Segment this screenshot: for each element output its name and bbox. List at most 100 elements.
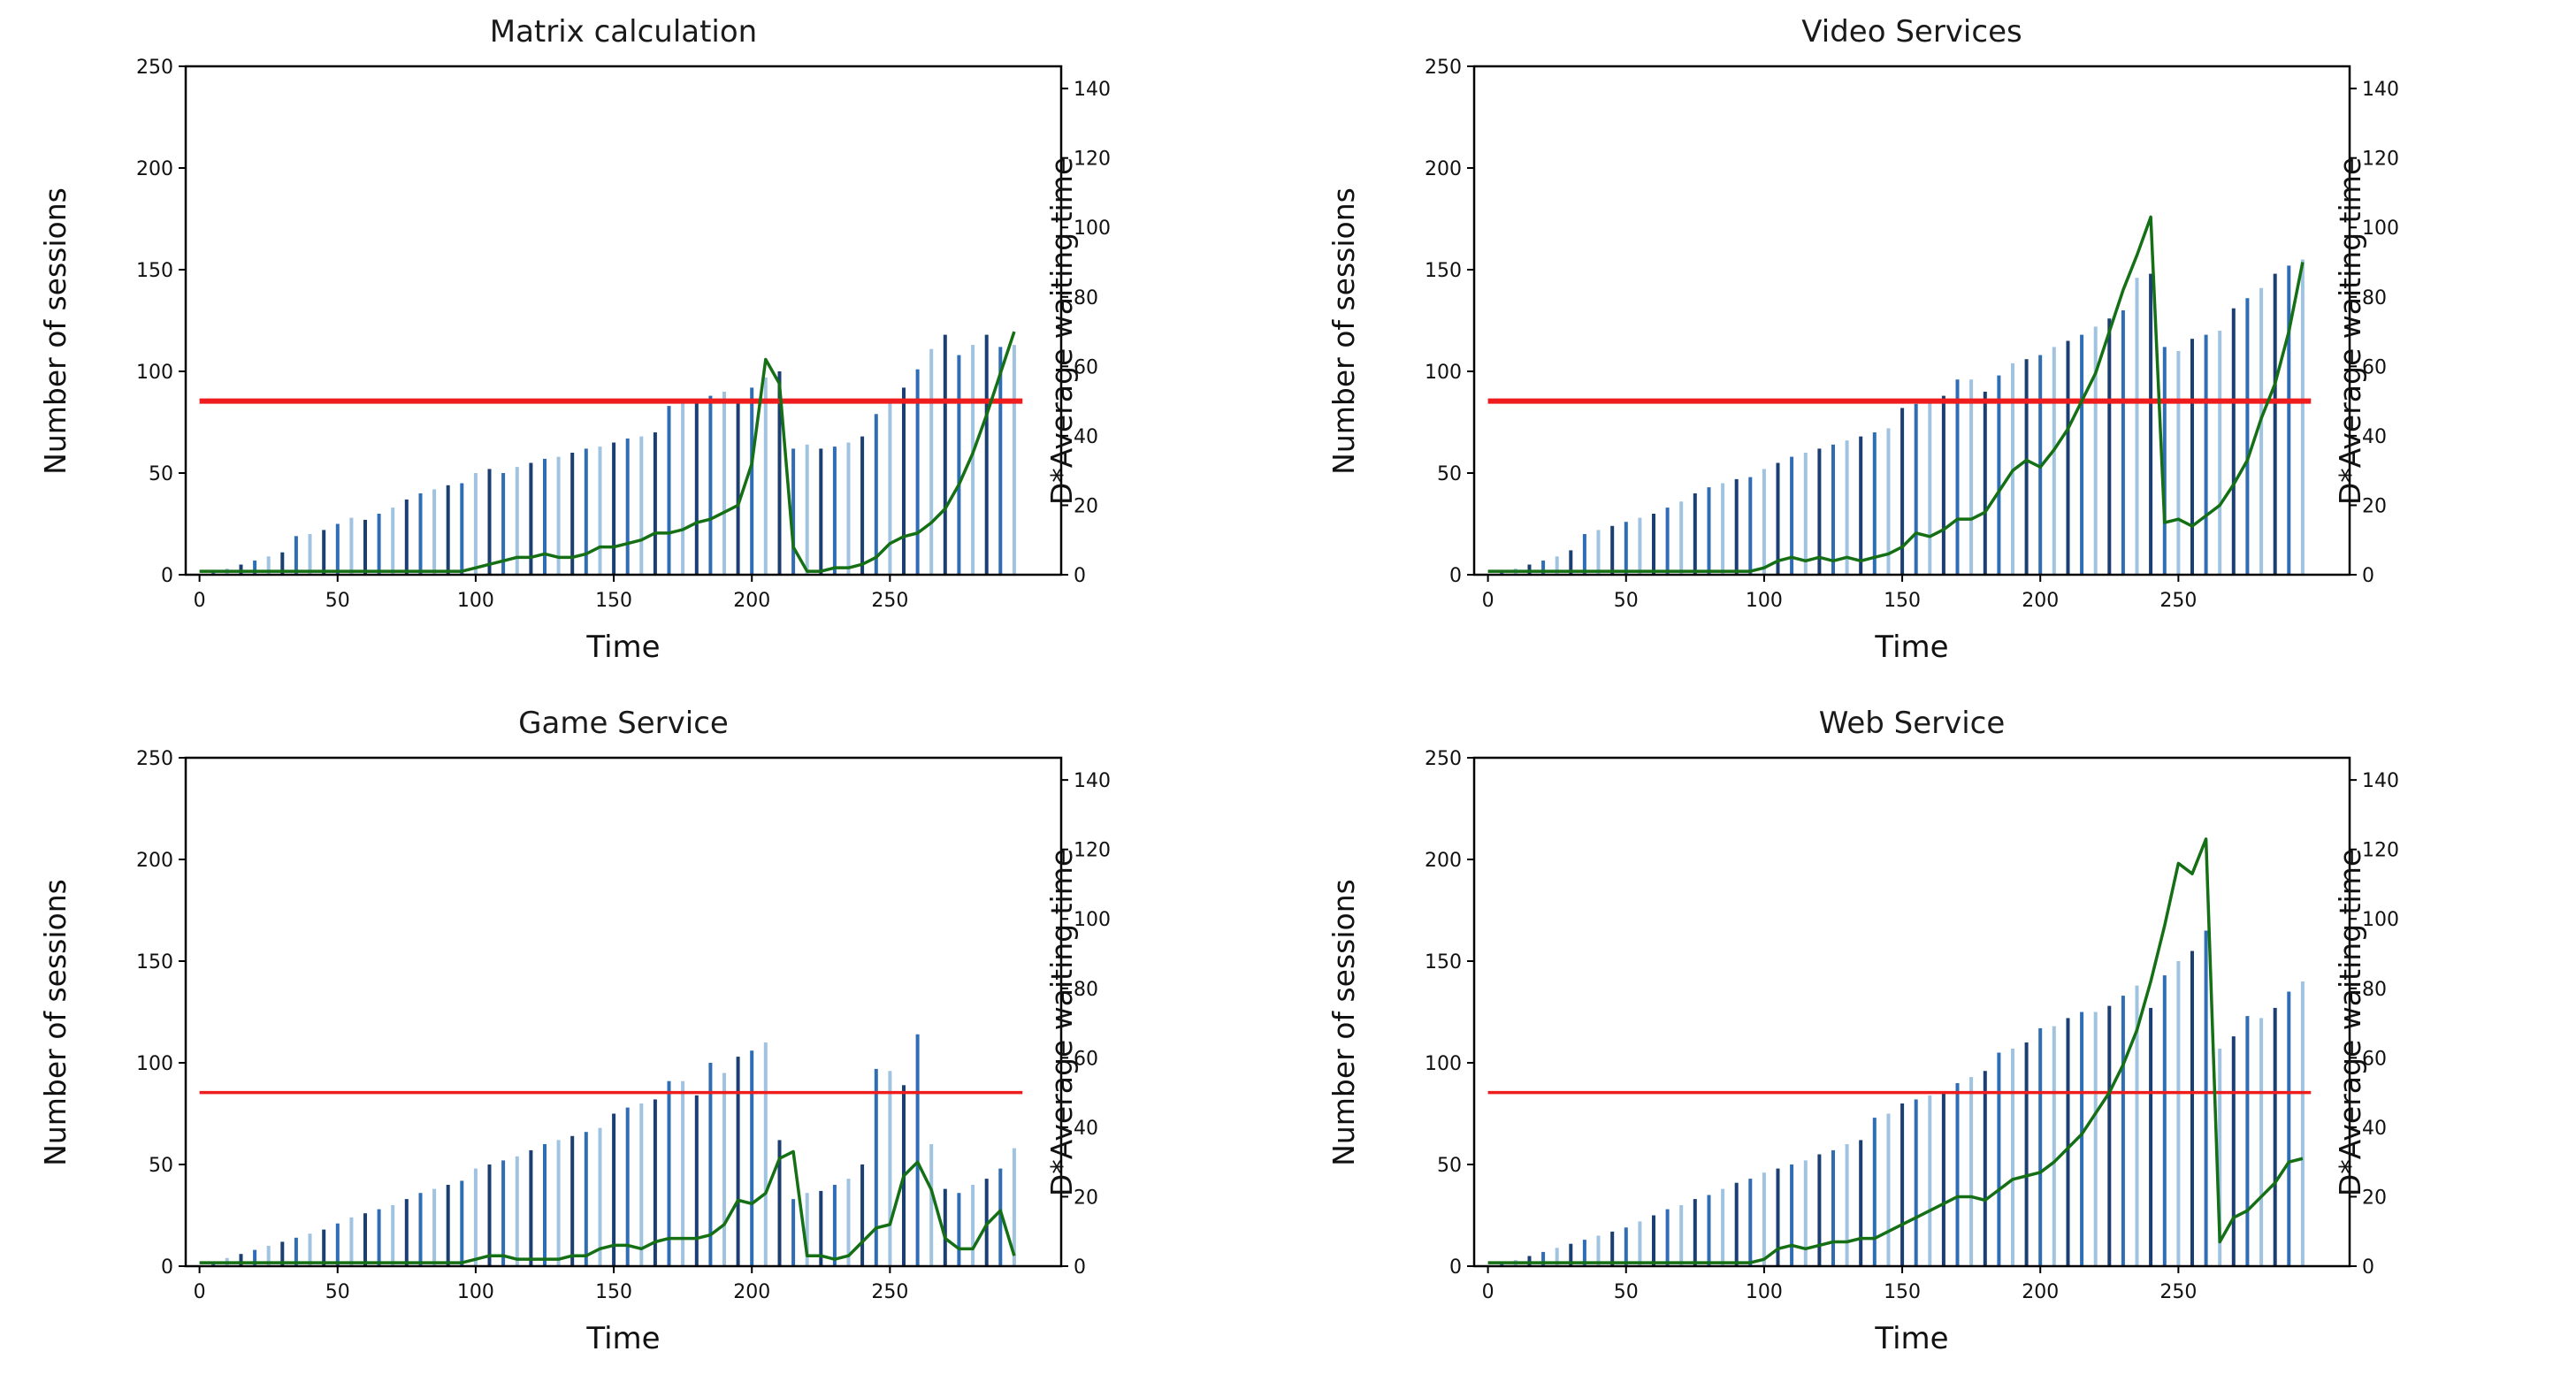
- session-bar: [2121, 310, 2125, 575]
- y-axis-label-waiting-time: D*Average waiting time: [1044, 848, 1079, 1197]
- session-bar: [1817, 448, 1822, 575]
- y-left-tick-label: 150: [136, 951, 173, 974]
- x-axis-label-time: Time: [1875, 1321, 1949, 1356]
- session-bar: [722, 392, 726, 575]
- waiting-time-line: [199, 1149, 1016, 1264]
- x-tick-label: 200: [2022, 1281, 2059, 1303]
- y-right-tick-label: 140: [2362, 79, 2399, 101]
- session-bar: [515, 1156, 519, 1266]
- session-bar: [1555, 1248, 1559, 1266]
- y-left-tick-label: 0: [1449, 565, 1462, 587]
- session-bar: [349, 517, 354, 575]
- session-bar: [1997, 1052, 2001, 1266]
- session-bar: [2287, 265, 2291, 575]
- session-bar: [363, 519, 367, 575]
- y-left-tick-label: 100: [136, 362, 173, 384]
- x-tick-label: 150: [1884, 1281, 1921, 1303]
- session-bar: [1790, 1164, 1794, 1266]
- session-bar: [1734, 1182, 1739, 1266]
- chart-title-game: Game Service: [518, 706, 729, 741]
- x-tick-label: 150: [595, 590, 632, 612]
- chart-web-service: 0 50 100 150 200 250 0 50 100 150 200 250 0 20 40 60 80 1…: [1288, 691, 2576, 1382]
- y-axis-label-waiting-time: D*Average waiting time: [2333, 157, 2367, 506]
- session-bar: [570, 1135, 575, 1266]
- session-bar: [1679, 1205, 1684, 1266]
- y-right-tick-label: 140: [1074, 79, 1111, 101]
- session-bar: [2190, 951, 2194, 1266]
- x-tick-label: 250: [871, 1281, 908, 1303]
- session-bar: [943, 1188, 947, 1266]
- session-bar: [1569, 1243, 1573, 1266]
- session-bar: [1527, 564, 1532, 575]
- y-left-tick-label: 50: [1437, 463, 1462, 485]
- session-bar: [612, 1113, 616, 1266]
- session-bar: [777, 1140, 782, 1266]
- y-right-tick-label: 60: [1074, 1048, 1098, 1070]
- session-bar: [874, 414, 878, 575]
- session-bar: [888, 1071, 892, 1266]
- session-bar: [957, 1193, 961, 1266]
- session-bar: [432, 1188, 437, 1266]
- session-bar: [487, 469, 492, 575]
- session-bar: [280, 552, 285, 575]
- session-bar: [460, 1180, 464, 1266]
- session-bar: [971, 345, 975, 575]
- y-axis-label-sessions: Number of sessions: [38, 879, 73, 1166]
- session-bar: [1624, 1227, 1628, 1266]
- session-bar: [1776, 1168, 1780, 1266]
- session-bar: [543, 458, 547, 575]
- y-right-tick-label: 140: [1074, 770, 1111, 792]
- session-bar: [253, 560, 257, 575]
- session-bar: [736, 400, 740, 575]
- y-right-tick-label: 60: [2362, 356, 2387, 378]
- session-bar: [1748, 1179, 1753, 1266]
- session-bar: [473, 1168, 478, 1266]
- y-axis-label-waiting-time: D*Average waiting time: [1044, 157, 1079, 506]
- session-bar: [349, 1217, 354, 1266]
- y-right-tick-label: 60: [2362, 1048, 2387, 1070]
- x-tick-label: 200: [733, 590, 770, 612]
- session-bar: [2287, 991, 2291, 1266]
- waiting-time-line: [1487, 837, 2304, 1264]
- y-right-tick-label: 120: [2362, 149, 2399, 171]
- x-tick-label: 100: [457, 1281, 494, 1303]
- plot-spines: [1472, 756, 2351, 1268]
- session-bar: [846, 442, 851, 575]
- session-bar: [2245, 1016, 2250, 1266]
- session-bar: [2259, 287, 2264, 575]
- session-bar: [819, 1190, 823, 1266]
- session-bar: [2135, 278, 2139, 575]
- y-left-tick-label: 100: [1425, 362, 1462, 384]
- y-left-tick-label: 250: [1425, 748, 1462, 770]
- session-bar: [460, 483, 464, 575]
- y-right-tick-label: 120: [2362, 840, 2399, 862]
- session-bar: [819, 448, 823, 575]
- x-tick-label: 100: [1746, 590, 1783, 612]
- session-bar: [2024, 359, 2029, 575]
- plot-spines: [184, 65, 1063, 576]
- session-bar: [598, 447, 602, 575]
- chart-game-service: 0 50 100 150 200 250 0 50 100 150 200 250 0 20 40 60 80 1…: [0, 691, 1288, 1382]
- session-bar: [1707, 487, 1711, 575]
- y-right-tick-label: 80: [2362, 979, 2387, 1001]
- session-bar: [2300, 259, 2305, 575]
- y-left-tick-label: 0: [161, 565, 173, 587]
- session-bar: [556, 456, 561, 575]
- y-right-tick-label: 100: [2362, 909, 2399, 931]
- session-bar: [1969, 379, 1974, 575]
- session-bar: [2218, 331, 2222, 575]
- session-bar: [515, 467, 519, 575]
- session-bar: [1845, 440, 1849, 575]
- session-bar: [584, 448, 588, 575]
- session-bar: [1610, 1231, 1615, 1266]
- session-bar: [1762, 469, 1766, 575]
- session-bar: [984, 334, 989, 575]
- session-bar: [2093, 326, 2098, 575]
- chart-title-matrix: Matrix calculation: [489, 14, 758, 50]
- session-bar: [335, 1223, 340, 1266]
- session-bar: [418, 1193, 423, 1266]
- session-bar: [736, 1057, 740, 1266]
- session-bar: [584, 1132, 588, 1266]
- session-bar: [308, 1233, 312, 1266]
